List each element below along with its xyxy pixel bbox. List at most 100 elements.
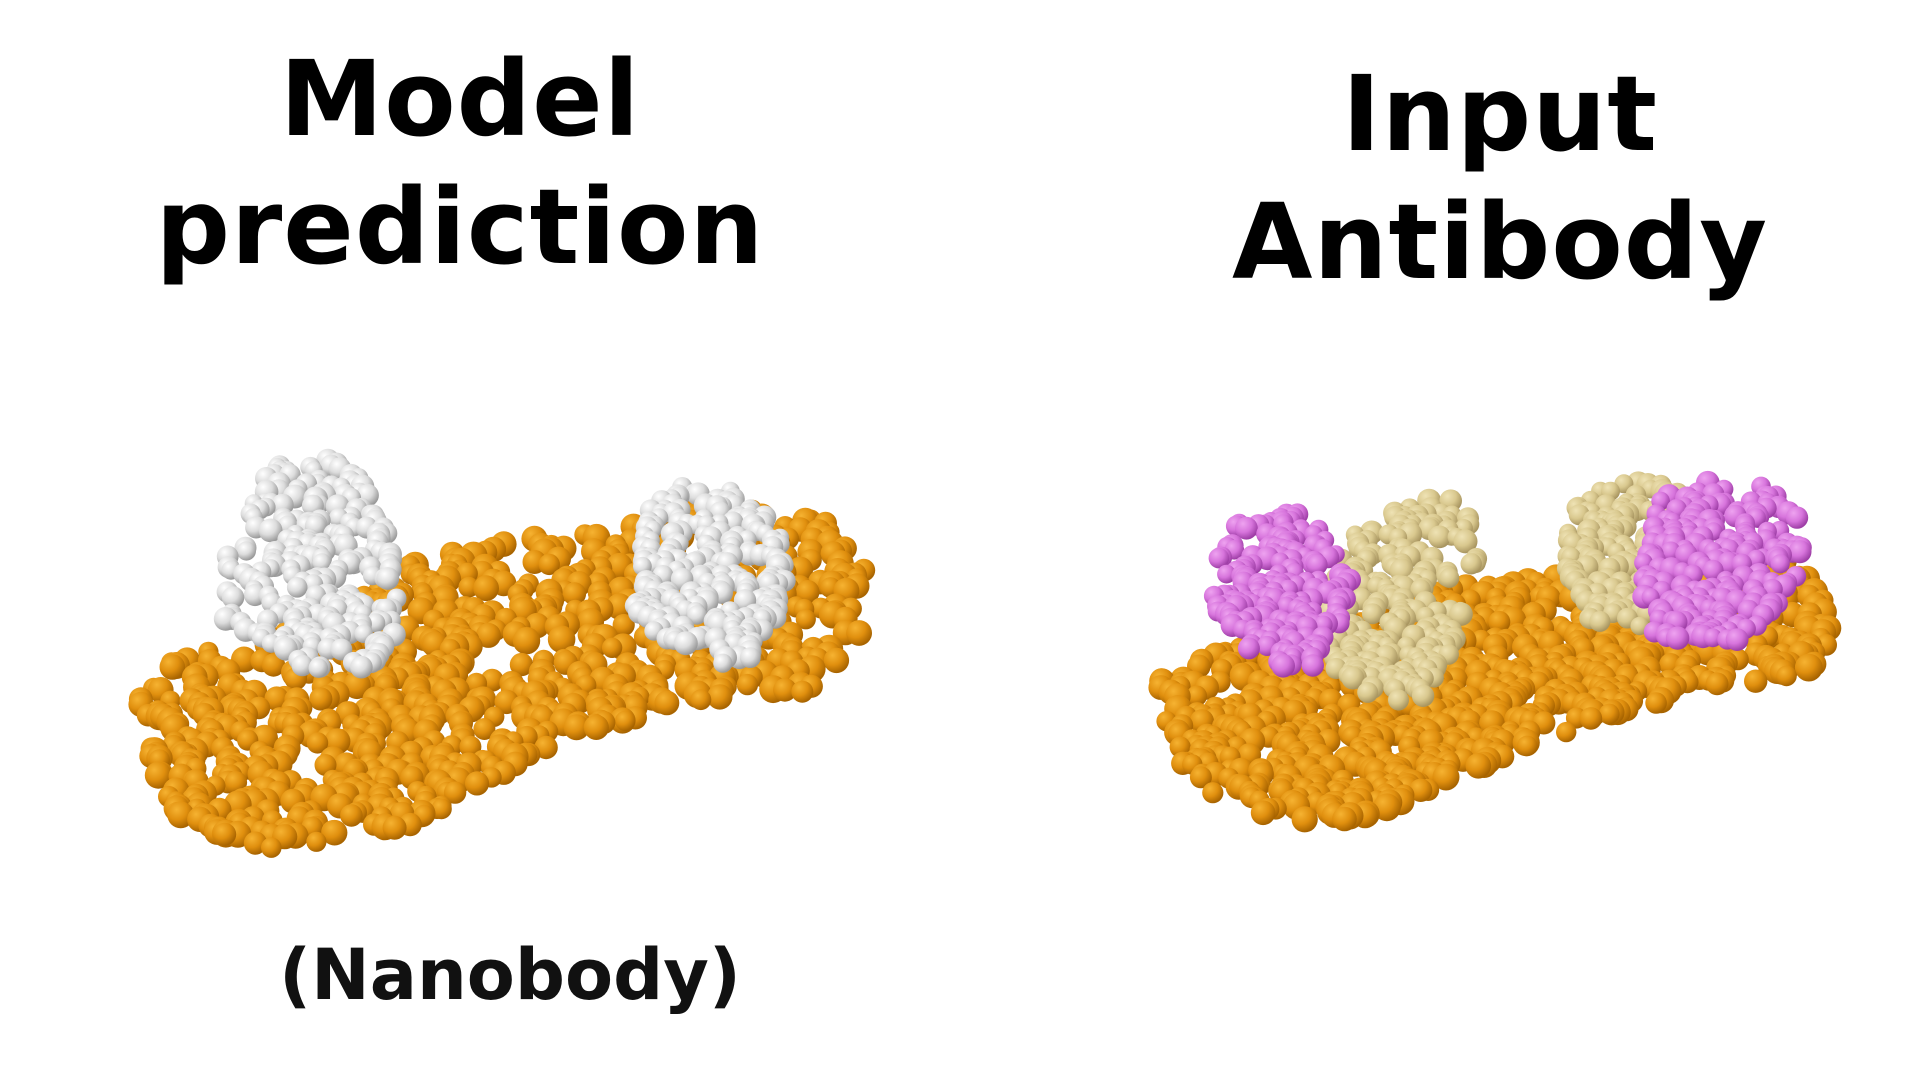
antigen-left-atom bbox=[707, 684, 733, 710]
heavy-chain-right-atom bbox=[1589, 610, 1611, 632]
heavy-chain-left-atom bbox=[1453, 529, 1478, 554]
light-chain-right-atom bbox=[1788, 540, 1812, 564]
antigen-left-atom bbox=[213, 822, 237, 846]
antigen-left-atom bbox=[473, 718, 496, 740]
antigen-right-atom bbox=[1598, 703, 1620, 725]
left-title-line-1: Model bbox=[279, 38, 641, 160]
antigen-right-atom bbox=[1250, 800, 1276, 826]
antigen-right-atom bbox=[1202, 782, 1224, 804]
antigen-left-atom bbox=[473, 575, 499, 602]
heavy-chain-left-atom bbox=[1460, 553, 1482, 575]
nanobody-caption: (Nanobody) bbox=[279, 934, 741, 1016]
antigen-left-atom bbox=[261, 653, 286, 677]
antigen-right-atom bbox=[1645, 692, 1667, 714]
antigen-left-atom bbox=[795, 609, 816, 630]
nanobody-right-atom bbox=[713, 653, 733, 673]
nanobody-left-atom bbox=[236, 541, 256, 561]
light-chain-right-atom bbox=[1785, 506, 1809, 529]
antigen-left-atom bbox=[562, 582, 587, 606]
antigen-left-atom bbox=[144, 761, 172, 789]
antigen-left-atom bbox=[261, 837, 282, 858]
right-title-line-1: Input bbox=[1342, 53, 1658, 175]
light-chain-left-atom bbox=[1271, 654, 1295, 678]
light-chain-right-atom bbox=[1703, 628, 1723, 648]
antigen-left-atom bbox=[306, 831, 327, 852]
antigen-left-atom bbox=[509, 652, 534, 677]
input-antibody-structure bbox=[1148, 470, 1842, 833]
nanobody-surface bbox=[213, 448, 796, 679]
antigen-right-atom bbox=[1189, 766, 1212, 789]
antigen-left-atom bbox=[612, 613, 635, 637]
heavy-chain-left-atom bbox=[1411, 684, 1435, 707]
nanobody-right-atom bbox=[673, 631, 698, 656]
antigen-left-atom bbox=[583, 714, 609, 741]
antigen-left-atom bbox=[615, 710, 636, 732]
antigen-left-atom bbox=[823, 647, 850, 674]
antigen-right-atom bbox=[1705, 672, 1729, 696]
heavy-chain-left-atom bbox=[1428, 525, 1451, 549]
antigen-left-atom bbox=[791, 680, 814, 703]
antigen-left-atom bbox=[224, 771, 248, 794]
right-panel-title: Input Antibody bbox=[1110, 50, 1890, 306]
nanobody-left-atom bbox=[286, 577, 308, 598]
nanobody-left-atom bbox=[221, 586, 245, 609]
nanobody-left-atom bbox=[350, 655, 373, 679]
antigen-left-atom bbox=[654, 690, 680, 716]
light-chain-left-atom bbox=[1235, 516, 1258, 540]
antigen-left-atom bbox=[601, 637, 623, 658]
heavy-chain-left-atom bbox=[1357, 681, 1379, 703]
antigen-left-atom bbox=[475, 622, 501, 648]
light-chain-left-atom bbox=[1237, 637, 1260, 660]
antigen-left-atom bbox=[382, 815, 407, 840]
antigen-right-atom bbox=[1579, 707, 1603, 730]
nanobody-left-atom bbox=[258, 518, 283, 543]
light-chain-left-atom bbox=[1306, 554, 1328, 575]
antigen-left-atom bbox=[538, 553, 560, 576]
antigen-left-atom bbox=[736, 673, 759, 696]
light-chain-right-atom bbox=[1665, 626, 1690, 650]
antigen-left-atom bbox=[547, 625, 576, 654]
antigen-right-atom bbox=[1332, 806, 1357, 832]
antigen-left-atom bbox=[306, 732, 329, 754]
nanobody-left-atom bbox=[312, 553, 331, 572]
light-chain-left-atom bbox=[1217, 564, 1236, 584]
light-chain-left-atom bbox=[1208, 547, 1230, 569]
antigen-right-atom bbox=[1744, 669, 1768, 693]
antigen-left-atom bbox=[464, 771, 490, 796]
antigen-right-atom bbox=[1776, 665, 1797, 687]
antigen-right-atom bbox=[1556, 721, 1577, 743]
model-prediction-structure bbox=[128, 448, 876, 858]
left-panel-title: Model prediction bbox=[80, 35, 840, 291]
light-chain-left-atom bbox=[1301, 654, 1325, 677]
heavy-chain-left-atom bbox=[1449, 602, 1473, 626]
heavy-chain-left-atom bbox=[1341, 666, 1365, 690]
antigen-right-atom bbox=[1409, 778, 1433, 802]
antigen-left-atom bbox=[340, 804, 363, 827]
antigen-left-atom bbox=[534, 735, 558, 760]
heavy-chain-left-atom bbox=[1361, 603, 1383, 625]
antigen-left-atom bbox=[321, 819, 348, 846]
antigen-left-atom bbox=[309, 687, 333, 711]
antigen-left-atom bbox=[431, 798, 452, 820]
antigen-left-atom bbox=[443, 781, 467, 804]
light-chain-right-atom bbox=[1770, 554, 1790, 574]
antigen-right-atom bbox=[1291, 806, 1318, 833]
nanobody-left-atom bbox=[291, 654, 314, 677]
antigen-left-atom bbox=[343, 671, 371, 700]
antigen-left-atom bbox=[690, 689, 712, 711]
antigen-left-atom bbox=[512, 627, 541, 655]
antigen-left-atom bbox=[846, 620, 872, 646]
antigen-right-atom bbox=[1186, 685, 1208, 707]
antigen-right-atom bbox=[1465, 753, 1492, 779]
antigen-right-atom bbox=[1432, 763, 1460, 791]
nanobody-right-atom bbox=[687, 605, 707, 625]
nanobody-right-atom bbox=[739, 647, 761, 668]
antigen-left-atom bbox=[563, 714, 590, 741]
nanobody-left-atom bbox=[308, 658, 329, 678]
heavy-chain-left-atom bbox=[1439, 567, 1460, 588]
antigen-left-atom bbox=[159, 654, 186, 680]
antibody-light-chain-surface bbox=[1203, 470, 1812, 678]
antigen-left-atom bbox=[773, 678, 797, 702]
antigen-right-atom bbox=[1516, 735, 1538, 757]
